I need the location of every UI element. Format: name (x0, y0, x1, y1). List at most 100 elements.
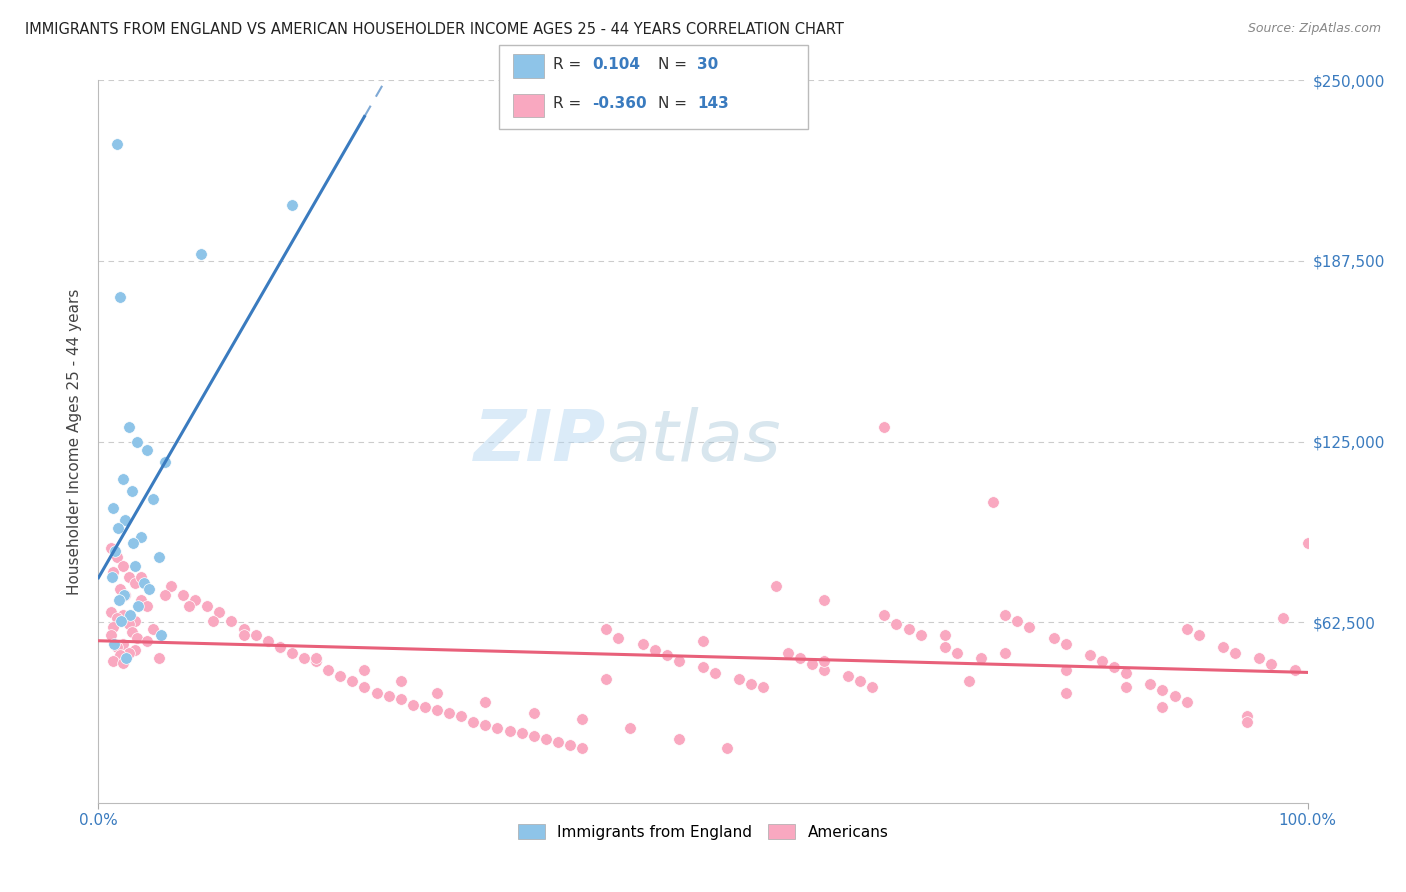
Point (558, 738, 581, 752)
Point (934, 640, 956, 654)
Point (571, 740, 593, 755)
Point (800, 657, 823, 671)
Point (813, 593, 835, 607)
Point (135, 599, 157, 614)
Point (1284, 663, 1306, 677)
Point (114, 588, 136, 602)
Point (1042, 631, 1064, 645)
Point (413, 700, 436, 714)
Point (523, 729, 546, 743)
Point (1175, 695, 1198, 709)
Point (353, 680, 375, 694)
Point (1007, 614, 1029, 628)
Point (105, 136, 128, 151)
Point (269, 640, 291, 654)
Point (752, 680, 775, 694)
Point (342, 674, 364, 689)
Point (776, 646, 799, 660)
Point (994, 646, 1017, 660)
Point (498, 723, 520, 738)
Point (105, 640, 128, 654)
Point (129, 570, 152, 584)
Text: IMMIGRANTS FROM ENGLAND VS AMERICAN HOUSEHOLDER INCOME AGES 25 - 44 YEARS CORREL: IMMIGRANTS FROM ENGLAND VS AMERICAN HOUS… (25, 22, 844, 37)
Point (644, 642, 666, 657)
Point (124, 614, 146, 628)
Point (692, 634, 714, 648)
Point (124, 642, 146, 657)
Point (142, 623, 165, 637)
Point (100, 628, 122, 642)
Point (523, 706, 546, 721)
Point (124, 558, 146, 573)
Point (607, 631, 630, 645)
Point (1188, 628, 1211, 642)
Point (1223, 646, 1246, 660)
Point (184, 593, 207, 607)
Point (957, 674, 980, 689)
Point (129, 530, 152, 544)
Point (897, 623, 920, 637)
Point (153, 588, 176, 602)
Point (101, 654, 124, 668)
Point (595, 672, 617, 686)
Point (1091, 654, 1114, 668)
Point (118, 607, 141, 622)
Point (111, 558, 134, 573)
Point (127, 434, 149, 449)
Point (111, 656, 134, 670)
Point (118, 570, 141, 584)
Point (789, 651, 811, 665)
Point (134, 576, 156, 591)
Point (153, 455, 176, 469)
Point (1236, 709, 1258, 723)
Point (135, 634, 157, 648)
Point (100, 605, 122, 619)
Point (110, 614, 132, 628)
Point (534, 732, 557, 747)
Point (728, 672, 751, 686)
Point (1054, 637, 1077, 651)
Point (101, 565, 124, 579)
Point (389, 674, 412, 689)
Point (655, 648, 678, 663)
Point (1272, 611, 1295, 625)
Point (1078, 648, 1101, 663)
Text: N =: N = (658, 57, 688, 71)
Point (970, 651, 993, 665)
Point (765, 579, 787, 593)
Point (103, 637, 125, 651)
Y-axis label: Householder Income Ages 25 - 44 years: Householder Income Ages 25 - 44 years (67, 288, 83, 595)
Point (121, 483, 143, 498)
Point (127, 599, 149, 614)
Point (994, 607, 1017, 622)
Point (108, 582, 131, 596)
Point (377, 689, 399, 703)
Point (281, 197, 304, 211)
Point (305, 651, 328, 665)
Point (138, 582, 160, 596)
Point (692, 660, 714, 674)
Point (118, 646, 141, 660)
Point (179, 599, 201, 614)
Point (1152, 683, 1174, 698)
Point (486, 721, 509, 735)
Point (269, 640, 291, 654)
Point (202, 614, 225, 628)
Point (107, 521, 129, 535)
Point (281, 646, 304, 660)
Point (1152, 700, 1174, 714)
Point (100, 570, 122, 584)
Point (837, 668, 859, 682)
Point (668, 732, 690, 747)
Point (1054, 686, 1077, 700)
Point (111, 472, 134, 486)
Point (510, 726, 533, 740)
Point (353, 663, 375, 677)
Point (1249, 651, 1271, 665)
Point (716, 740, 738, 755)
Point (118, 420, 141, 434)
Text: R =: R = (553, 57, 581, 71)
Text: 30: 30 (697, 57, 718, 71)
Point (547, 735, 569, 749)
Text: 143: 143 (697, 96, 730, 111)
